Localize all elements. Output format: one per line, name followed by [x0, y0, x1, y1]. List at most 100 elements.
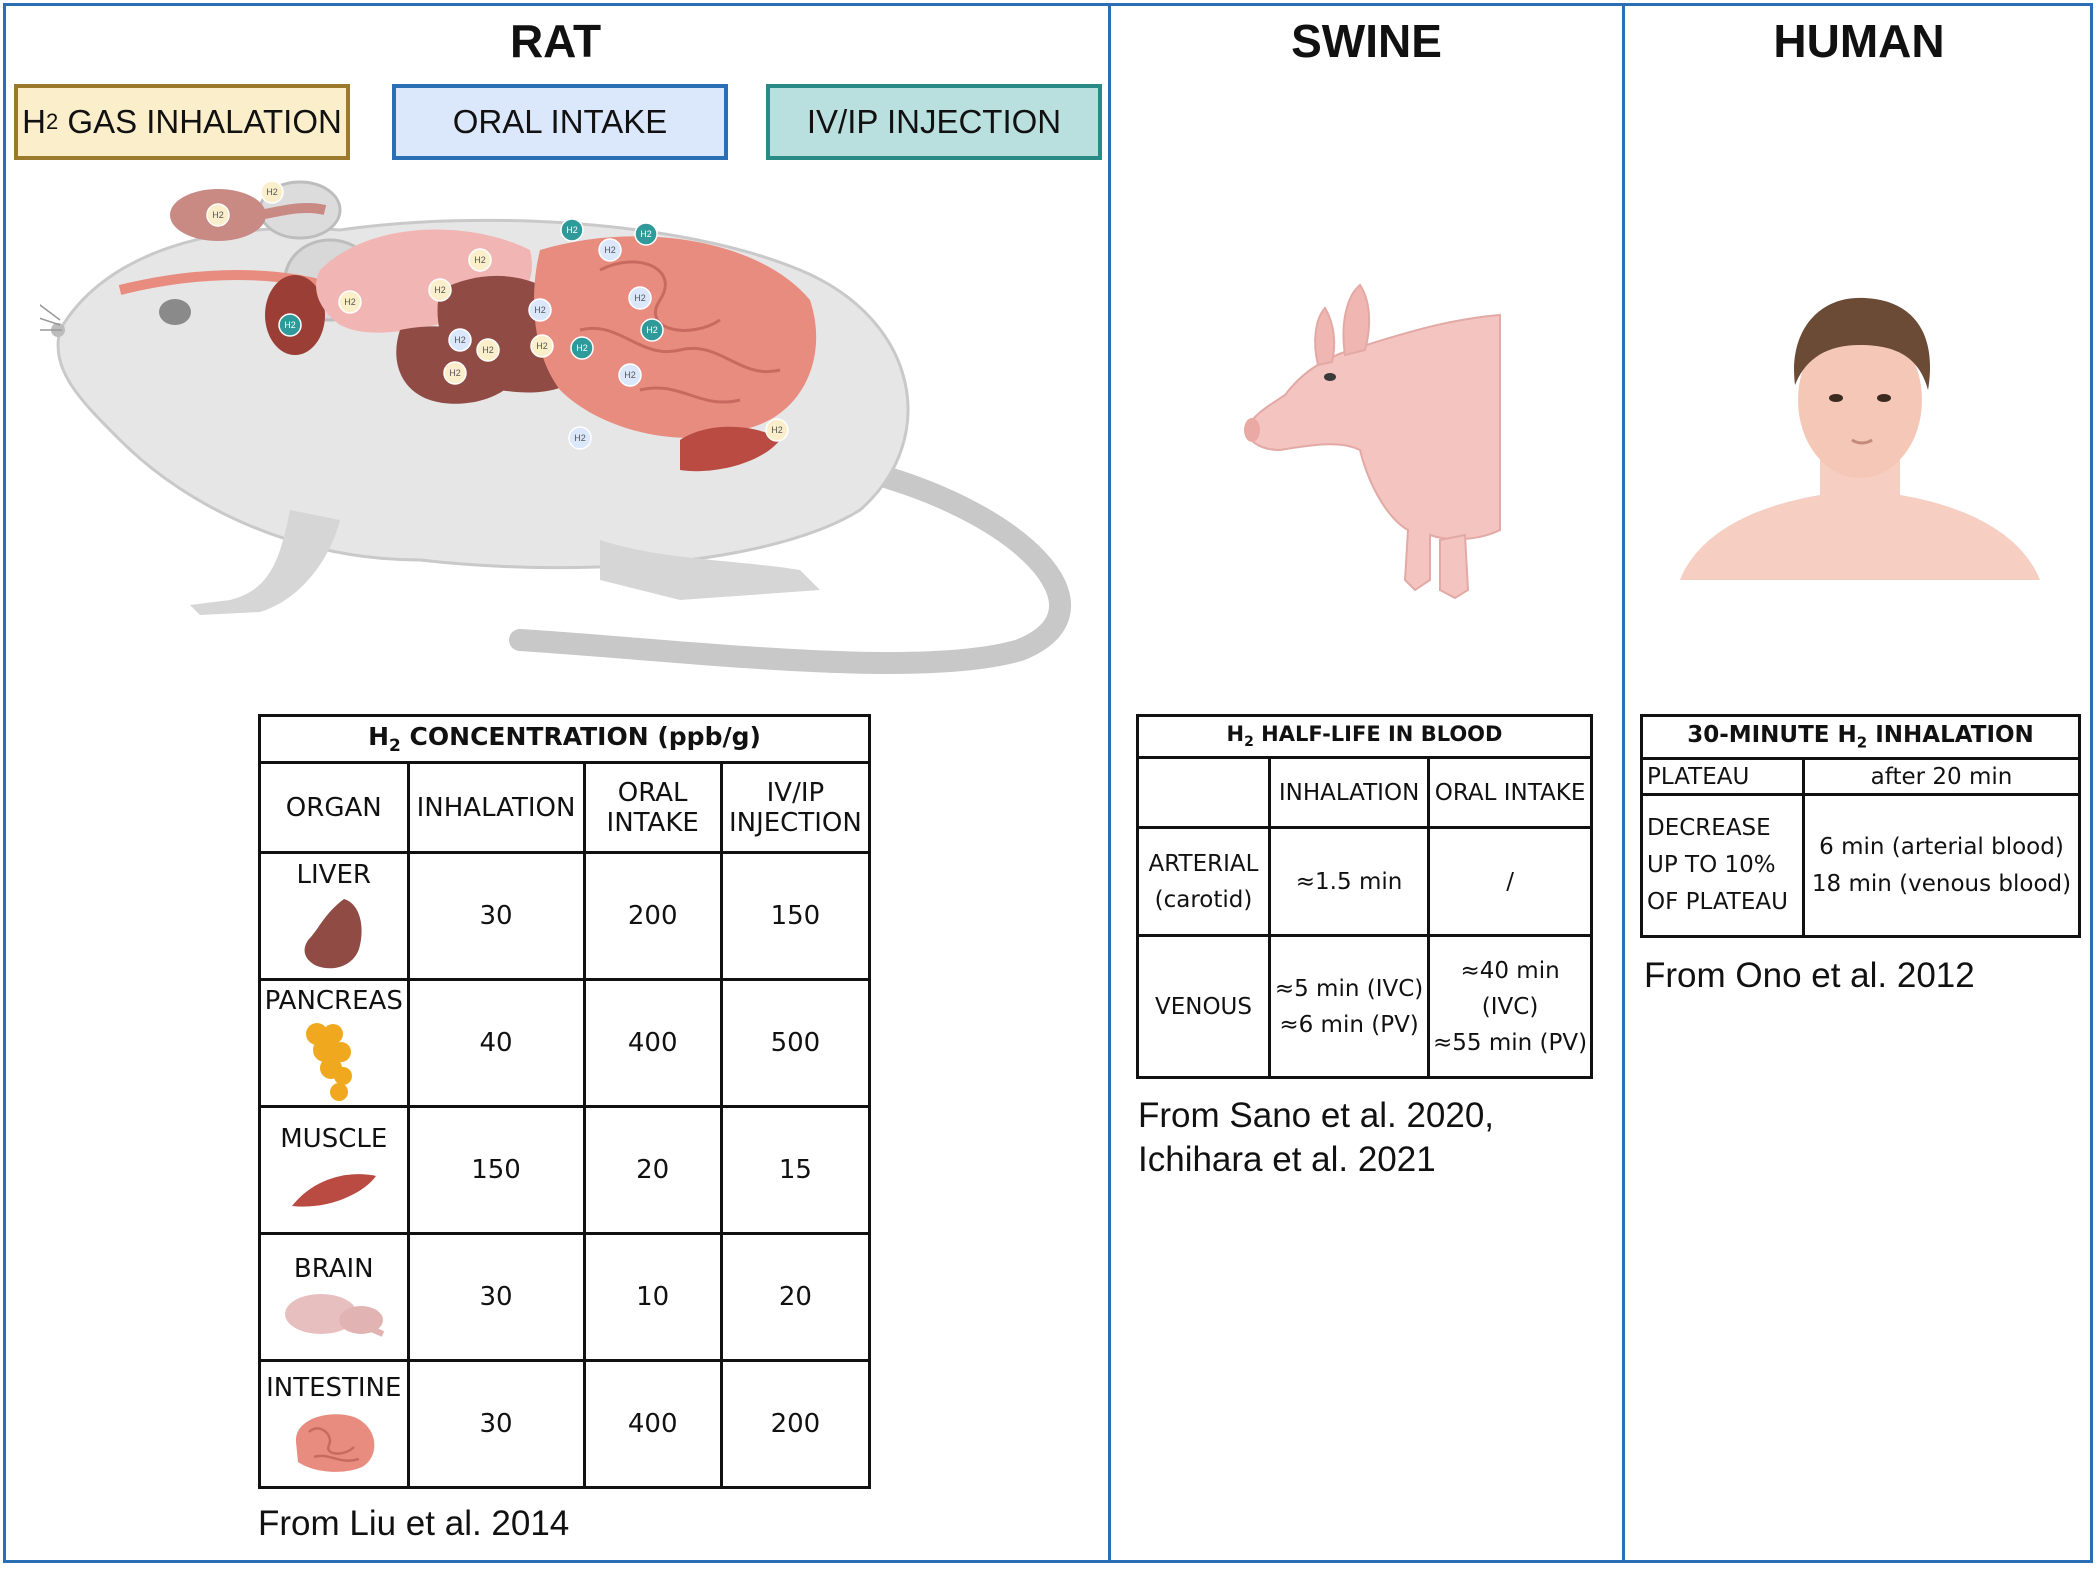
- h2-marker-label: H2: [640, 229, 652, 239]
- human-mouth: [1851, 438, 1873, 445]
- muscle-icon: [291, 1174, 376, 1207]
- intestine-icon: [295, 1414, 375, 1472]
- h2-marker-label: H2: [536, 341, 548, 351]
- table-row: INTESTINE 30 400 200: [258, 1359, 872, 1489]
- human-table-title: 30-MINUTE H2 INHALATION: [1640, 714, 2081, 760]
- h2-marker: [428, 278, 452, 302]
- human-illustration: [1680, 297, 2040, 580]
- h2-marker-label: H2: [284, 320, 296, 330]
- table-row: BRAIN 30 10 20: [258, 1232, 872, 1362]
- cell-value: 200: [719, 1359, 872, 1489]
- h2-markers: H2 H2 H2 H2 H2 H2 H2 H2 H2 H2 H2 H2 H2 H2 H2 H2 H2 H2 H2 H2: [206, 180, 789, 450]
- h2-marker: [528, 298, 552, 322]
- header-oral: ORAL INTAKE: [1427, 756, 1593, 829]
- inhalation-legend-h: H: [22, 103, 46, 140]
- pig-eye: [1324, 373, 1336, 381]
- table-row: VENOUS ≈5 min (IVC) ≈6 min (PV) ≈40 min (…: [1136, 934, 1593, 1079]
- h2-marker: [618, 363, 642, 387]
- cell-value: 30: [406, 851, 586, 981]
- h2-marker-label: H2: [449, 368, 461, 378]
- h2-marker-label: H2: [576, 343, 588, 353]
- cell-value: 30: [406, 1359, 586, 1489]
- rat-hind-leg: [600, 540, 820, 600]
- h2-marker-label: H2: [454, 335, 466, 345]
- pig-snout: [1244, 418, 1260, 442]
- brain-icon: [284, 1293, 384, 1337]
- cell-value: 20: [582, 1105, 723, 1235]
- h2-marker: [260, 180, 284, 204]
- column-divider-2: [1622, 3, 1625, 1563]
- column-divider-1: [1108, 3, 1111, 1563]
- human-right-eye: [1877, 394, 1891, 402]
- table-row: PLATEAU after 20 min: [1640, 757, 2081, 796]
- decrease-label: DECREASE UP TO 10% OF PLATEAU: [1640, 793, 1805, 938]
- header-inhalation: INHALATION: [406, 761, 586, 854]
- human-left-eye: [1829, 394, 1843, 402]
- human-hair: [1794, 297, 1931, 390]
- cell-value: 400: [582, 1359, 723, 1489]
- h2-marker: [568, 426, 592, 450]
- h2-marker: [570, 336, 594, 360]
- h2-marker-label: H2: [344, 297, 356, 307]
- h2-marker-label: H2: [474, 255, 486, 265]
- rat-concentration-table: H2 CONCENTRATION (ppb/g) ORGAN INHALATIO…: [258, 714, 872, 1489]
- cell-value: 200: [582, 851, 723, 981]
- human-citation: From Ono et al. 2012: [1644, 956, 1975, 995]
- cell-value: 15: [719, 1105, 872, 1235]
- rat-front-leg: [190, 510, 340, 615]
- rat-eye: [159, 299, 191, 325]
- swine-table-title: H2 HALF-LIFE IN BLOOD: [1136, 714, 1593, 759]
- decrease-value: 6 min (arterial blood) 18 min (venous blo…: [1802, 793, 2081, 938]
- h2-marker: [338, 290, 362, 314]
- swine-citation: From Sano et al. 2020, Ichihara et al. 20…: [1138, 1096, 1495, 1179]
- liver-icon: [304, 899, 362, 969]
- h2-marker: [598, 238, 622, 262]
- rat-table-title: H2 CONCENTRATION (ppb/g): [258, 714, 871, 764]
- h2-marker: [468, 248, 492, 272]
- h2-marker-label: H2: [646, 325, 658, 335]
- header-organ: ORGAN: [258, 761, 410, 854]
- venous-label: VENOUS: [1136, 934, 1271, 1079]
- header-empty: [1136, 756, 1271, 829]
- cell-value: 400: [582, 978, 723, 1108]
- rat-citation: From Liu et al. 2014: [258, 1504, 570, 1543]
- organ-cell: MUSCLE: [258, 1105, 410, 1235]
- organ-cell: LIVER: [258, 851, 410, 981]
- pig-ear: [1342, 283, 1371, 357]
- table-row: ARTERIAL (carotid) ≈1.5 min /: [1136, 826, 1593, 937]
- h2-marker: [476, 338, 500, 362]
- human-face: [1798, 322, 1922, 478]
- h2-marker: [278, 313, 302, 337]
- cell-value: ≈5 min (IVC) ≈6 min (PV): [1267, 934, 1431, 1079]
- table-row: DECREASE UP TO 10% OF PLATEAU 6 min (arter…: [1640, 793, 2081, 938]
- injection-legend-label: IV/IP INJECTION: [806, 103, 1062, 140]
- rat-illustration: H2 H2 H2 H2 H2 H2 H2 H2 H2 H2 H2 H2 H2 H2 H2 H2 H2 H2 H2 H2: [40, 180, 1071, 674]
- human-shoulders: [1680, 460, 2040, 580]
- h2-marker: [530, 334, 554, 358]
- rat-whiskers: [40, 304, 62, 331]
- organ-cell: PANCREAS: [258, 978, 410, 1108]
- h2-marker-label: H2: [771, 425, 783, 435]
- cell-value: ≈1.5 min: [1267, 826, 1431, 937]
- h2-marker-label: H2: [534, 305, 546, 315]
- h2-marker: [206, 203, 230, 227]
- human-inhalation-table: 30-MINUTE H2 INHALATION PLATEAU after 20…: [1640, 714, 2081, 938]
- injection-legend-box: IV/IP INJECTION: [766, 84, 1102, 160]
- h2-marker-label: H2: [604, 245, 616, 255]
- cell-value: /: [1427, 826, 1593, 937]
- plateau-label: PLATEAU: [1640, 757, 1805, 796]
- organ-cell: BRAIN: [258, 1232, 410, 1362]
- human-column-title: HUMAN: [1773, 15, 1945, 67]
- cell-value: 150: [719, 851, 872, 981]
- inhalation-legend-label: GAS INHALATION: [58, 103, 342, 140]
- h2-marker: [448, 328, 472, 352]
- rat-tail: [509, 459, 1071, 674]
- rat-intestine: [534, 236, 817, 438]
- h2-marker-label: H2: [634, 293, 646, 303]
- rat-column-title: RAT: [509, 15, 602, 67]
- cell-value: 30: [406, 1232, 586, 1362]
- h2-marker: [443, 361, 467, 385]
- h2-marker-label: H2: [624, 370, 636, 380]
- inhalation-legend-sub: 2: [45, 109, 59, 134]
- h2-marker-label: H2: [212, 210, 224, 220]
